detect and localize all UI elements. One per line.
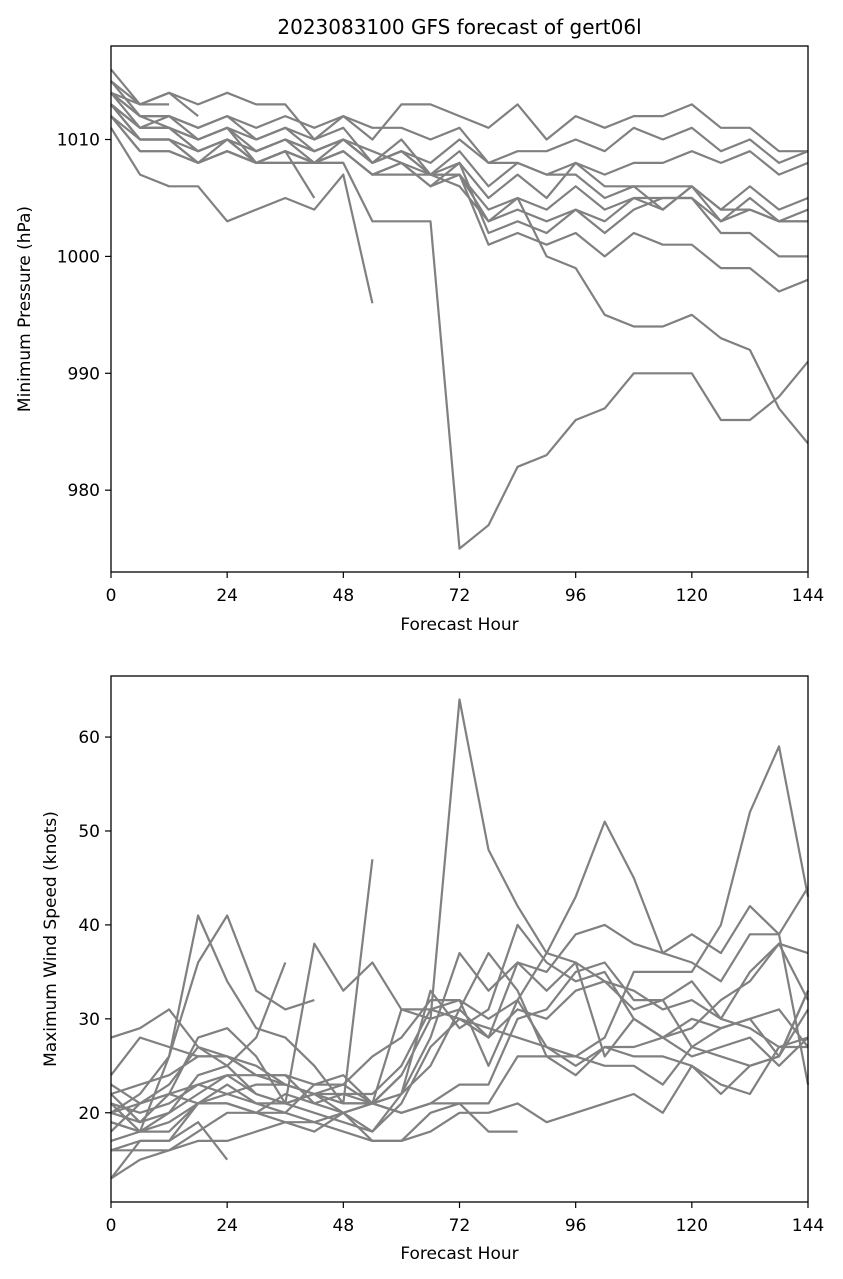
pressure-x-ticks: 0 24 48 72 96 120 144 <box>106 572 824 606</box>
pressure-x-tick-label: 72 <box>449 586 471 606</box>
wind-y-tick-label: 30 <box>78 1010 100 1030</box>
pressure-y-tick-label: 1010 <box>57 131 100 151</box>
wind-x-tick-label: 96 <box>565 1216 587 1236</box>
wind-plot-frame <box>110 675 809 1203</box>
pressure-x-tick-label: 96 <box>565 586 587 606</box>
wind-y-tick-label: 20 <box>78 1104 100 1124</box>
wind-y-tick-label: 40 <box>78 916 100 936</box>
pressure-plot-frame <box>110 45 809 573</box>
pressure-series-group <box>110 68 809 550</box>
wind-series-line-7 <box>110 886 809 1105</box>
pressure-x-tick-label: 24 <box>216 586 238 606</box>
wind-y-axis-label: Maximum Wind Speed (knots) <box>41 811 61 1067</box>
pressure-x-axis-label: Forecast Hour <box>400 615 518 635</box>
wind-x-tick-label: 72 <box>449 1216 471 1236</box>
wind-x-tick-label: 24 <box>216 1216 238 1236</box>
wind-series-group <box>110 698 810 1180</box>
wind-x-tick-label: 120 <box>676 1216 708 1236</box>
wind-series-line-3 <box>110 914 315 1114</box>
wind-x-tick-label: 48 <box>333 1216 355 1236</box>
pressure-series-line-14 <box>110 92 809 445</box>
pressure-y-axis-label: Minimum Pressure (hPa) <box>15 206 35 412</box>
pressure-y-ticks: 980 990 1000 1010 <box>57 131 111 501</box>
pressure-series-line-10 <box>110 103 808 223</box>
pressure-x-tick-label: 48 <box>333 586 355 606</box>
wind-series-line-5 <box>110 698 810 1124</box>
pressure-chart-title: 2023083100 GFS forecast of gert06l <box>277 15 641 39</box>
wind-y-ticks: 20 30 40 50 60 <box>78 728 111 1124</box>
wind-y-tick-label: 60 <box>78 728 100 748</box>
wind-series-line-9 <box>110 923 809 1133</box>
wind-x-tick-label: 144 <box>792 1216 824 1236</box>
pressure-x-tick-label: 120 <box>676 586 708 606</box>
pressure-series-line-5 <box>110 80 808 153</box>
wind-series-line-16 <box>110 990 810 1180</box>
pressure-x-tick-label: 144 <box>792 586 824 606</box>
pressure-x-tick-label: 0 <box>106 586 117 606</box>
wind-chart: 0 24 48 72 96 120 144 20 30 40 50 60 Forecast Hour… <box>41 675 824 1264</box>
pressure-series-line-16 <box>110 103 344 164</box>
wind-y-tick-label: 50 <box>78 822 100 842</box>
pressure-y-tick-label: 980 <box>68 481 100 501</box>
pressure-y-tick-label: 990 <box>68 364 100 384</box>
pressure-series-line-2 <box>110 127 374 304</box>
pressure-chart: 2023083100 GFS forecast of gert06l 0 24 48… <box>15 15 824 635</box>
wind-series-line-17 <box>110 1102 518 1180</box>
wind-series-line-18 <box>110 1055 403 1105</box>
wind-x-axis-label: Forecast Hour <box>400 1244 518 1264</box>
wind-x-tick-label: 0 <box>106 1216 117 1236</box>
pressure-series-line-12 <box>110 80 808 258</box>
wind-x-ticks: 0 24 48 72 96 120 144 <box>106 1202 824 1236</box>
wind-series-line-12 <box>110 998 809 1142</box>
pressure-y-tick-label: 1000 <box>57 247 100 267</box>
